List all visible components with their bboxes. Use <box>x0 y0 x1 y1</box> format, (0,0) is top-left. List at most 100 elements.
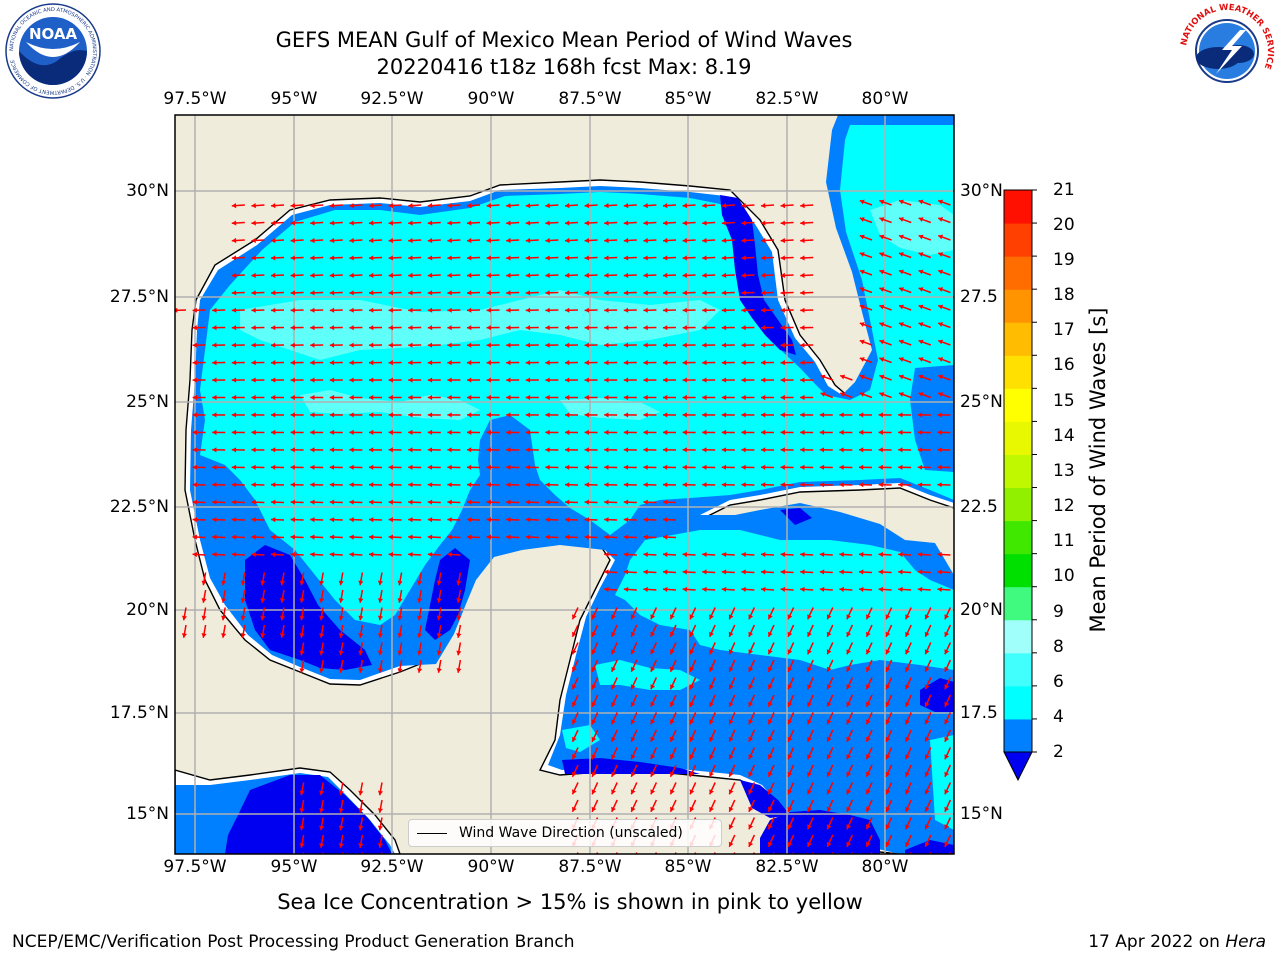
wind-wave-arrowhead <box>447 464 452 470</box>
colorbar-segment <box>1004 718 1032 753</box>
colorbar-segment <box>1004 652 1032 687</box>
wind-wave-arrowhead <box>898 552 903 558</box>
wind-wave-arrowhead <box>866 771 871 777</box>
wind-wave-arrowhead <box>251 237 256 244</box>
wind-wave-arrowhead <box>898 482 903 488</box>
wind-wave-arrowhead <box>212 534 217 540</box>
wind-wave-arrowhead <box>800 290 805 296</box>
wind-wave-arrowhead <box>826 649 832 655</box>
colorbar-frame <box>1003 189 1033 753</box>
wind-wave-arrowhead <box>826 614 832 620</box>
wind-wave-arrowhead <box>899 374 904 380</box>
wind-wave-arrowhead <box>780 237 785 244</box>
wind-wave-arrowhead <box>709 684 714 690</box>
wind-wave-arrowhead <box>761 464 766 470</box>
wind-wave-arrowhead <box>761 325 766 331</box>
wind-wave-arrowhead <box>572 754 577 760</box>
wind-wave-arrowhead <box>741 552 746 558</box>
wind-wave-arrowhead <box>938 199 944 205</box>
wind-wave-arrowhead <box>565 325 570 331</box>
wind-wave-arrowhead <box>506 325 511 331</box>
wind-wave-arrowhead <box>780 569 786 575</box>
wind-wave-arrowhead <box>212 412 217 418</box>
wind-wave-arrowhead <box>682 307 687 313</box>
wind-wave-arrowhead <box>643 360 648 366</box>
wind-wave-arrowhead <box>663 203 668 209</box>
wind-wave-arrowhead <box>591 631 597 637</box>
wind-wave-arrowhead <box>905 719 910 725</box>
wind-wave-arrowhead <box>682 429 687 435</box>
wind-wave-arrowhead <box>231 517 237 523</box>
lon-label-bottom: 95°W <box>270 857 318 877</box>
wind-wave-arrowhead <box>310 220 315 226</box>
wind-wave-arrowhead <box>329 447 335 453</box>
wind-wave-arrowhead <box>866 684 871 690</box>
wind-wave-arrowhead <box>630 701 636 707</box>
wind-wave-arrowhead <box>565 429 570 435</box>
wind-wave-arrowhead <box>545 342 550 348</box>
wind-wave-arrowhead <box>768 841 773 847</box>
wind-wave-arrowhead <box>604 307 609 313</box>
wind-wave-arrowhead <box>918 287 924 292</box>
wind-wave-arrowhead <box>358 598 364 603</box>
wind-wave-arrowhead <box>604 569 609 575</box>
wind-wave-arrowhead <box>358 825 364 831</box>
wind-wave-arrowhead <box>898 464 903 470</box>
wind-wave-arrowhead <box>702 290 707 296</box>
wind-wave-arrowhead <box>525 360 531 366</box>
wind-wave-arrowhead <box>221 598 227 603</box>
wind-wave-arrowhead <box>545 429 550 435</box>
wind-wave-arrowhead <box>486 220 492 226</box>
wind-wave-arrowhead <box>938 304 944 310</box>
wind-wave-arrowhead <box>584 203 590 209</box>
colorbar-segment <box>1004 553 1032 588</box>
colorbar-tick: 4 <box>1053 707 1064 727</box>
wind-wave-arrowhead <box>525 394 531 401</box>
wind-wave-arrowhead <box>201 580 207 586</box>
wind-wave-arrowhead <box>728 754 734 760</box>
wind-wave-arrowhead <box>741 255 746 261</box>
colorbar-tick: 18 <box>1053 285 1075 305</box>
wind-wave-arrowhead <box>826 701 832 707</box>
wind-wave-arrowhead <box>630 719 636 725</box>
wind-wave-arrowhead <box>290 464 295 470</box>
wind-wave-arrowhead <box>787 771 793 777</box>
wind-wave-arrowhead <box>212 517 217 523</box>
wind-wave-arrowhead <box>565 377 570 383</box>
wind-wave-arrowhead <box>417 668 423 673</box>
wind-wave-arrowhead <box>643 272 648 278</box>
wind-wave-arrowhead <box>319 808 325 813</box>
wind-wave-arrowhead <box>545 482 550 488</box>
wind-wave-arrowhead <box>721 464 727 470</box>
wind-wave-arrowhead <box>866 806 871 812</box>
wind-wave-arrowhead <box>899 287 904 292</box>
wind-wave-arrowhead <box>787 614 793 620</box>
wind-wave-arrowhead <box>721 360 727 366</box>
wind-wave-arrowhead <box>604 255 609 261</box>
wind-wave-arrowhead <box>663 447 668 453</box>
wind-wave-arrowhead <box>689 701 695 707</box>
wind-wave-arrowhead <box>251 447 256 453</box>
wind-wave-arrowhead <box>741 464 746 470</box>
wind-wave-arrowhead <box>251 203 256 209</box>
wind-wave-arrowhead <box>918 234 924 240</box>
wind-wave-arrowhead <box>839 429 844 435</box>
wind-wave-arrowhead <box>709 771 714 777</box>
wind-wave-arrowhead <box>231 255 237 261</box>
wind-wave-arrowhead <box>741 220 746 226</box>
wind-wave-arrowhead <box>728 614 734 620</box>
wind-wave-arrowhead <box>506 237 511 244</box>
wind-wave-arrowhead <box>506 290 511 296</box>
wind-wave-arrowhead <box>885 789 891 795</box>
wind-wave-arrowhead <box>780 255 785 261</box>
wind-wave-arrowhead <box>427 203 433 209</box>
wind-wave-arrowhead <box>525 429 531 435</box>
wind-wave-arrowhead <box>859 287 865 292</box>
wind-wave-arrowhead <box>918 374 924 380</box>
wind-wave-arrowhead <box>748 701 754 707</box>
wind-wave-arrowhead <box>663 342 668 348</box>
wind-wave-arrowhead <box>846 841 852 847</box>
wind-wave-arrowhead <box>938 269 944 275</box>
wind-wave-arrowhead <box>377 633 383 638</box>
wind-wave-arrowhead <box>212 482 217 488</box>
